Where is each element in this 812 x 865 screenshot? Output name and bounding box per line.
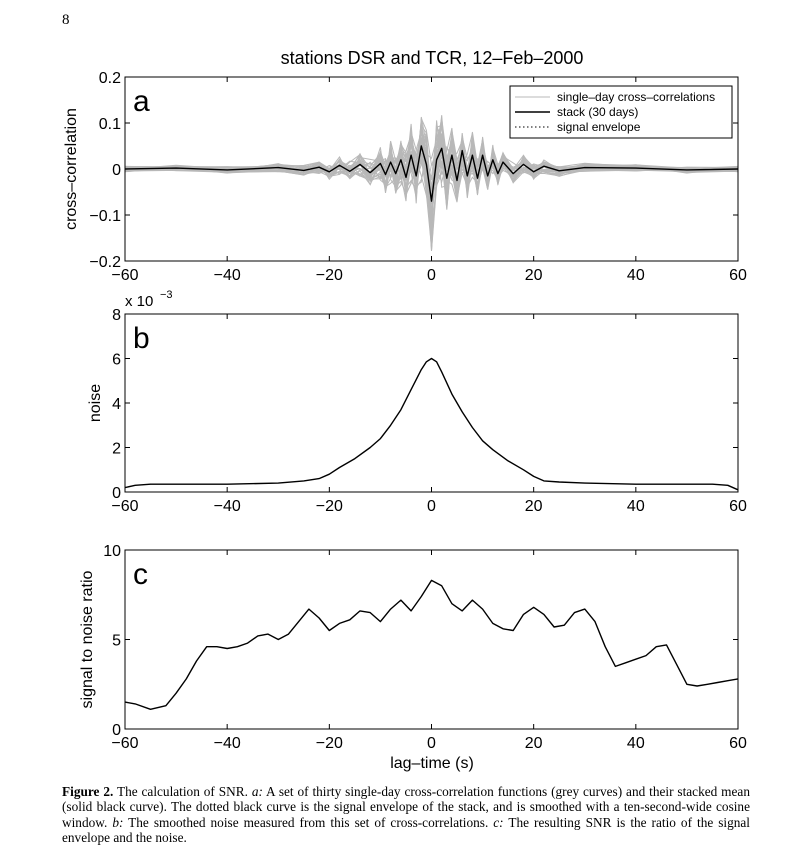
- caption-label: Figure 2.: [62, 784, 114, 799]
- exponent-power: −3: [160, 289, 173, 301]
- series-line: [125, 145, 738, 202]
- caption-text-2: A set of thirty single-day cross-correla…: [62, 784, 750, 830]
- x-tick-label: −20: [316, 735, 343, 752]
- caption-italic-a: a:: [251, 784, 263, 799]
- x-tick-label: −60: [111, 735, 138, 752]
- y-axis-label: signal to noise ratio: [79, 570, 96, 708]
- x-tick-label: −60: [111, 267, 138, 284]
- caption-text-3: The smoothed noise measured from this se…: [123, 814, 494, 830]
- x-tick-label: −40: [214, 267, 241, 284]
- x-tick-label: −20: [316, 267, 343, 284]
- series-line: [125, 579, 738, 710]
- y-axis-label: cross–correlation: [63, 108, 80, 230]
- x-tick-label: 0: [427, 735, 436, 752]
- x-tick-label: −60: [111, 498, 138, 515]
- panels: −60 −40 −20 0 20 40 60−0.2−0.100.10.2cross–cor…: [63, 70, 747, 752]
- legend-entry: stack (30 days): [557, 105, 638, 119]
- x-tick-label: 40: [627, 267, 645, 284]
- figure-caption: Figure 2. The calculation of SNR. a: A s…: [62, 784, 750, 846]
- series-line: [125, 357, 738, 491]
- x-tick-label: 20: [525, 735, 543, 752]
- panel-a: −60 −40 −20 0 20 40 60 −0.2 −0.1 0 0.1 0.2 cross–cor…: [63, 70, 747, 284]
- y-tick-label: 10: [103, 543, 121, 560]
- x-tick-label: 60: [729, 498, 747, 515]
- panel-letter: a: [133, 85, 150, 118]
- single-day-curve: [125, 123, 738, 248]
- x-tick-label: 0: [427, 267, 436, 284]
- y-tick-label: 4: [112, 396, 121, 413]
- x-tick-label: 60: [729, 267, 747, 284]
- x-tick-label: 40: [627, 498, 645, 515]
- y-tick-label: 0.2: [99, 70, 121, 87]
- x-tick-label: −20: [316, 498, 343, 515]
- caption-italic-b: b:: [112, 814, 124, 830]
- plot-frame: [124, 549, 739, 730]
- x-tick-label: −40: [214, 498, 241, 515]
- y-tick-label: 0: [112, 162, 121, 179]
- page-number: 8: [62, 12, 70, 28]
- figure-title: stations DSR and TCR, 12–Feb–2000: [281, 48, 584, 68]
- x-tick-label: 60: [729, 735, 747, 752]
- exponent-label: x 10: [125, 293, 153, 310]
- panel-b: −60 −40 −20 0 20 40 60 0 2 4 6 8 noise b x 10 −3: [87, 289, 747, 515]
- y-tick-label: 5: [112, 633, 121, 650]
- plot-frame: [124, 313, 739, 493]
- caption-text-4: The resulting SNR is the ratio of the si…: [62, 814, 750, 846]
- y-tick-label: 0: [112, 485, 121, 502]
- x-tick-label: 40: [627, 735, 645, 752]
- x-tick-label: 0: [427, 498, 436, 515]
- x-tick-label: −40: [214, 735, 241, 752]
- y-tick-label: −0.1: [89, 208, 121, 225]
- x-axis-label: lag–time (s): [390, 755, 474, 772]
- y-tick-label: 6: [112, 352, 121, 369]
- y-tick-label: 8: [112, 307, 121, 324]
- caption-text-1: The calculation of SNR.: [113, 784, 252, 799]
- x-tick-label: 20: [525, 498, 543, 515]
- caption-italic-c: c:: [493, 814, 504, 830]
- y-tick-label: 0.1: [99, 116, 121, 133]
- figure-2: stations DSR and TCR, 12–Feb–2000 −60 −40…: [63, 48, 747, 772]
- y-tick-label: −0.2: [89, 254, 121, 271]
- x-tick-label: 20: [525, 267, 543, 284]
- y-axis-label: noise: [87, 384, 104, 422]
- y-tick-label: 0: [112, 722, 121, 739]
- y-tick-label: 2: [112, 441, 121, 458]
- legend-entry: single–day cross–correlations: [557, 90, 715, 104]
- panel-c: −60 −40 −20 0 20 40 60 0 5 10 signal to noise rati…: [79, 543, 747, 752]
- panel-letter: b: [133, 322, 150, 355]
- panel-letter: c: [133, 558, 148, 591]
- legend-entry: signal envelope: [557, 120, 641, 134]
